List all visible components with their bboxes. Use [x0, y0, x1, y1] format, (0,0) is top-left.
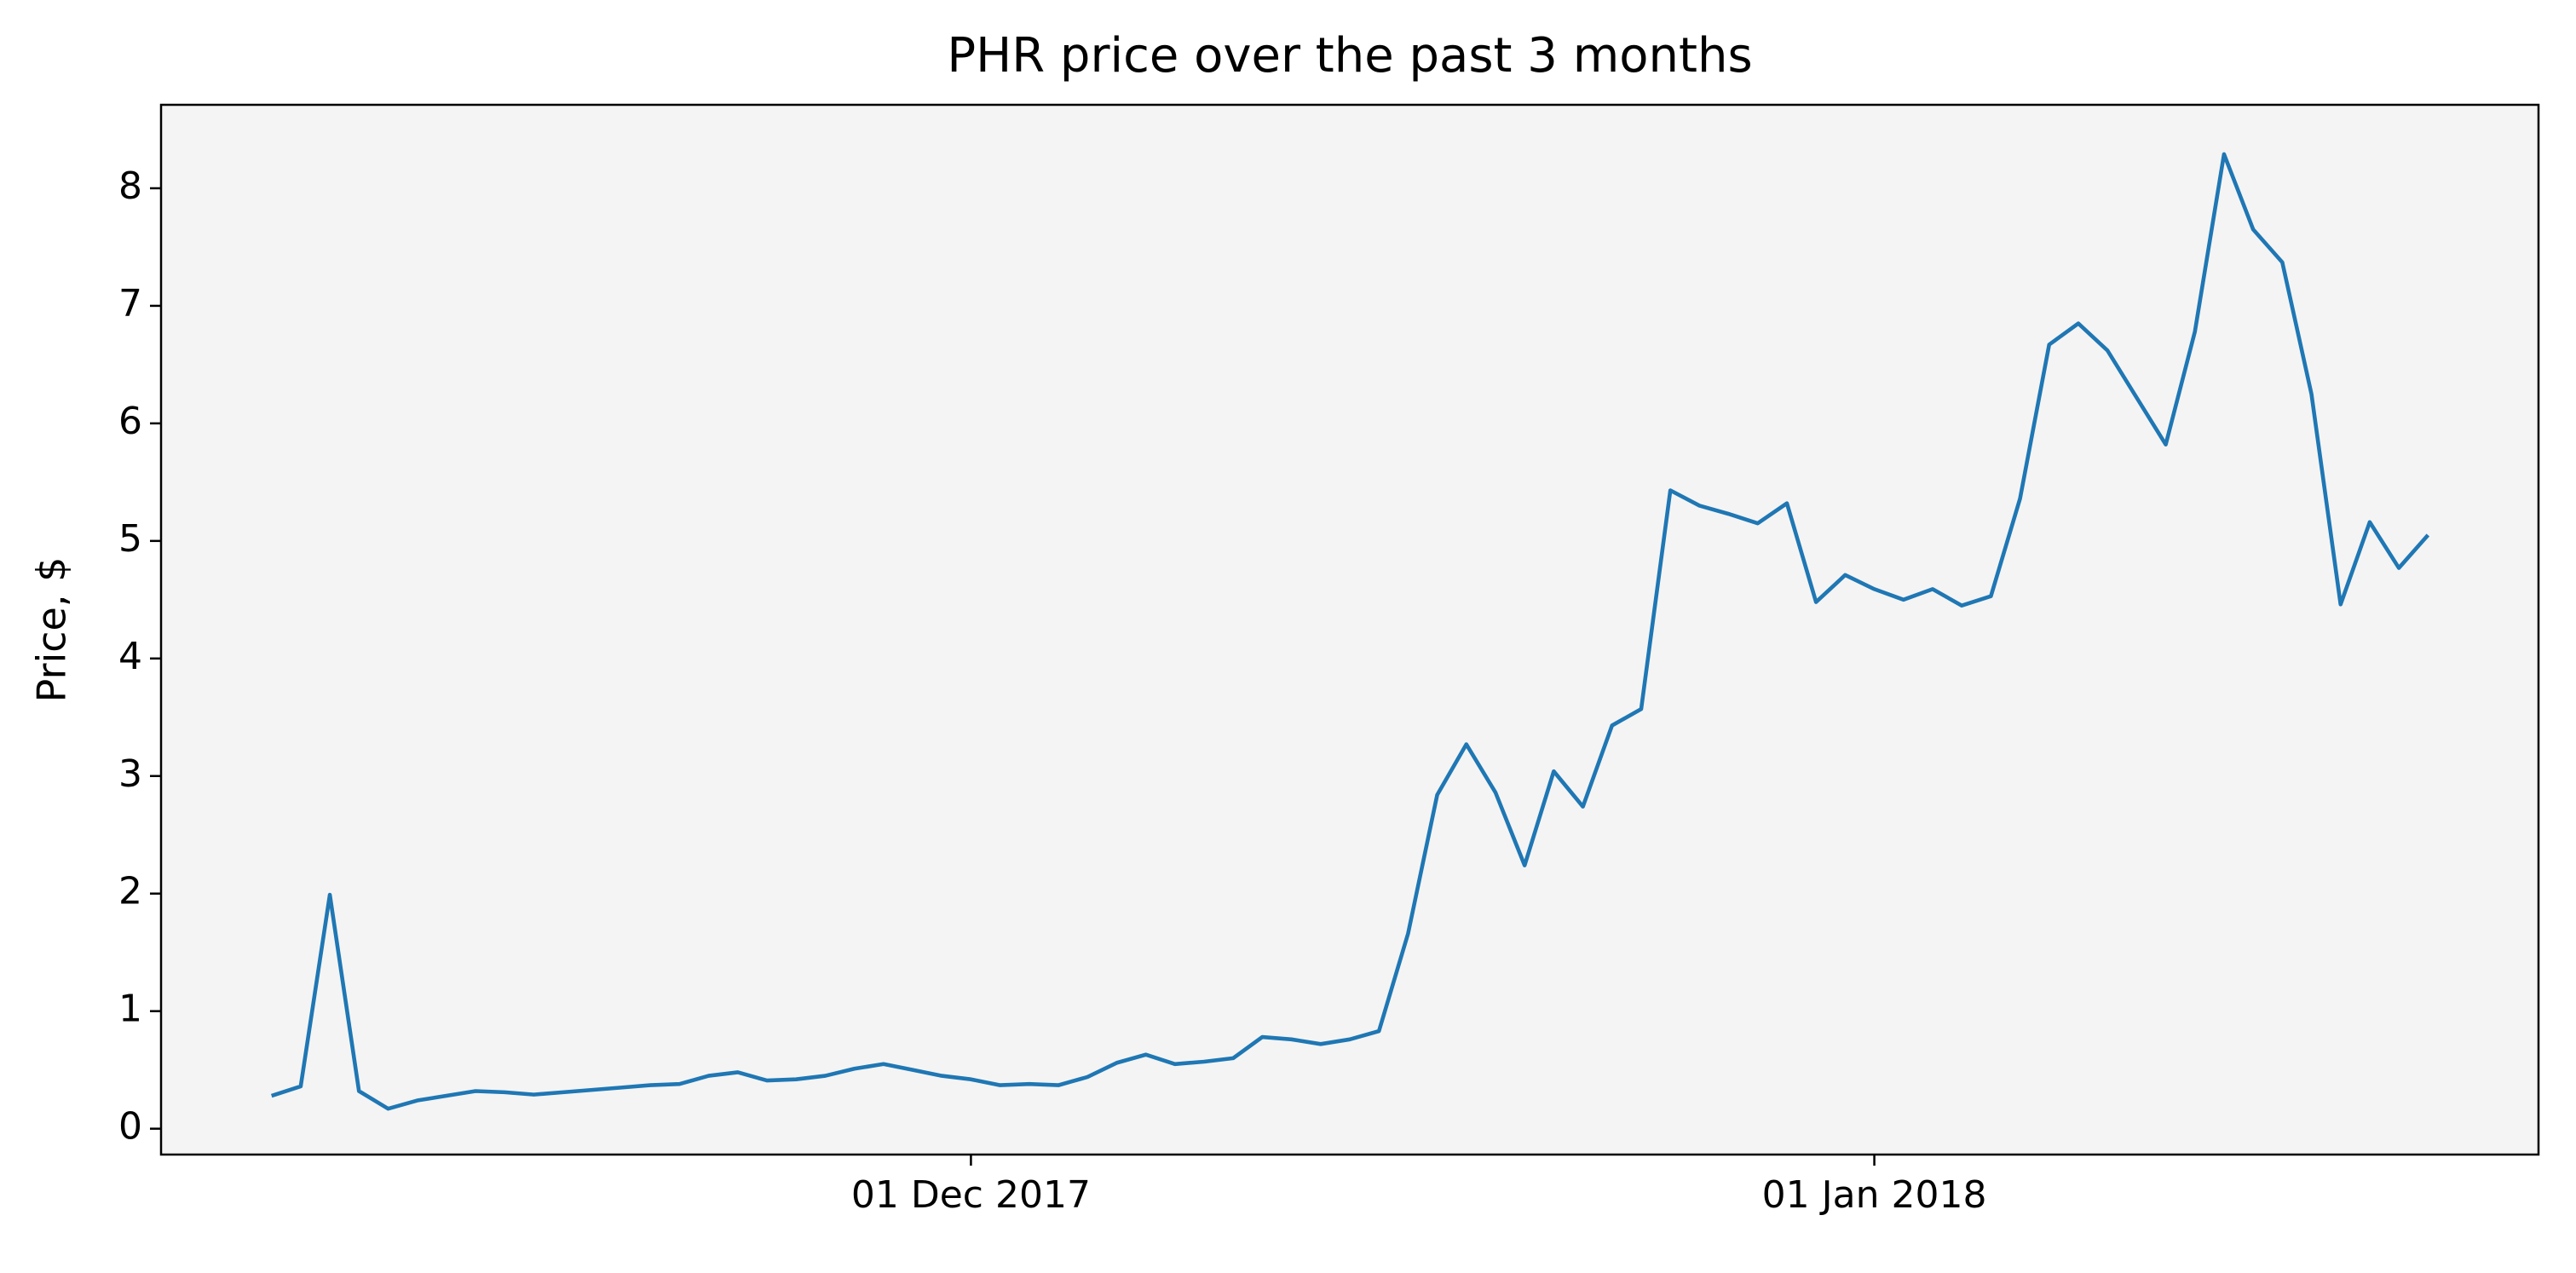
price-line	[270, 152, 2430, 1111]
y-tick-label: 0	[118, 1105, 142, 1149]
x-tick-label: 01 Dec 2017	[851, 1173, 1091, 1217]
plot-frame	[159, 103, 2540, 1156]
y-tick-label: 5	[118, 517, 142, 561]
y-axis-label: Price, $	[29, 557, 75, 703]
y-tick-label: 7	[118, 282, 142, 325]
x-tick-label: 01 Jan 2018	[1762, 1173, 1987, 1217]
y-tick-label: 8	[118, 164, 142, 208]
y-tick-label: 2	[118, 870, 142, 913]
y-tick-label: 1	[118, 988, 142, 1031]
y-tick-label: 4	[118, 635, 142, 678]
y-tick-label: 3	[118, 752, 142, 796]
y-tick-label: 6	[118, 400, 142, 443]
plot-background	[161, 105, 2539, 1155]
chart-title: PHR price over the past 3 months	[947, 28, 1752, 84]
